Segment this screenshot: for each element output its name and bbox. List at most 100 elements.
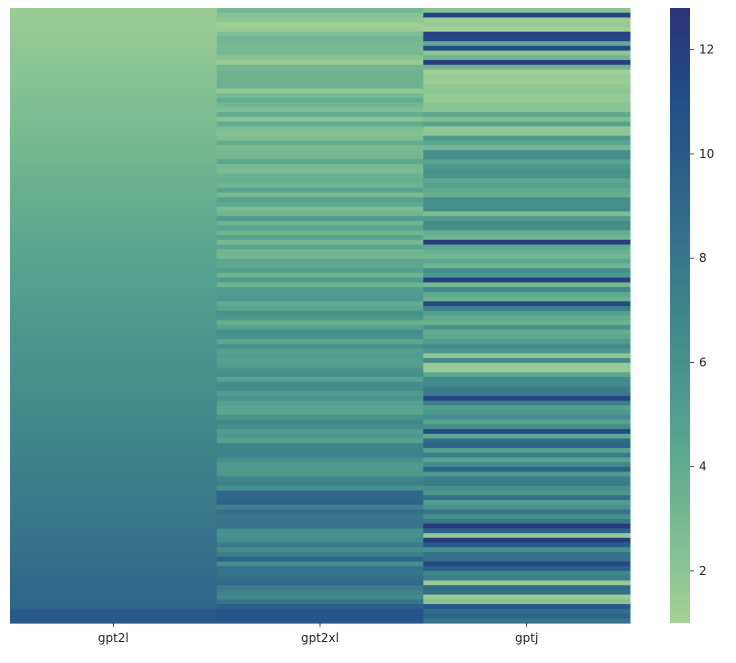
heatmap-cell [216,287,424,293]
heatmap-cell [10,272,218,279]
heatmap-cell [216,466,424,473]
heatmap-cell [423,377,631,383]
heatmap-cell [216,457,424,463]
heatmap-cell [216,613,424,619]
heatmap-cell [216,585,424,591]
heatmap-cell [216,533,424,539]
heatmap-cell [216,353,424,359]
heatmap-cell [423,277,631,283]
heatmap-cell [10,112,218,118]
heatmap-cell [216,410,424,416]
heatmap-cell [423,471,631,477]
heatmap-cell [423,287,631,293]
heatmap-cell [10,45,218,52]
heatmap-cell [423,121,631,127]
heatmap-cell [216,235,424,241]
heatmap-cell [216,310,424,317]
colorbar-tick-label: 2 [699,564,707,578]
heatmap-cell [423,244,631,250]
heatmap-cell [216,400,424,406]
heatmap-cell [423,452,631,459]
heatmap-cell [423,78,631,85]
colorbar-tick-label: 10 [699,147,714,161]
heatmap-cell [423,343,631,350]
heatmap-cell [10,490,218,496]
heatmap-cell [216,145,424,151]
x-axis: gpt2l gpt2xl gptj [98,623,538,645]
heatmap-cell [216,69,424,75]
heatmap-cell [10,149,218,156]
heatmap-cell [10,8,218,14]
heatmap-cell [216,277,424,283]
heatmap-cell [216,589,424,596]
heatmap-cell [10,414,218,421]
heatmap-cell [423,490,631,496]
heatmap-cell [216,26,424,33]
heatmap-cell [10,476,218,482]
heatmap-cell [216,268,424,274]
heatmap-cell [423,514,631,520]
heatmap-cell [10,287,218,293]
heatmap-cell [423,183,631,189]
heatmap-cell [10,485,218,492]
heatmap-cell [216,131,424,137]
heatmap-cell [216,476,424,482]
heatmap-cell [216,41,424,47]
heatmap-cell [423,17,631,23]
heatmap-cell [216,561,424,567]
heatmap-cell [10,69,218,75]
heatmap-cell [423,509,631,515]
heatmap-cell [216,490,424,496]
heatmap-cell [216,36,424,42]
heatmap-cell [423,443,631,449]
heatmap-cell [216,306,424,312]
heatmap-cell [423,230,631,236]
heatmap-cell [10,343,218,350]
heatmap-cell [216,135,424,142]
heatmap-cell [216,31,424,37]
heatmap-cell [10,518,218,525]
heatmap-cell [423,126,631,132]
heatmap-cell [10,537,218,544]
heatmap-cell [216,386,424,392]
heatmap-cell [10,348,218,354]
heatmap-cell [10,353,218,359]
heatmap-cell [423,31,631,37]
heatmap-cell [423,457,631,463]
heatmap-cell [423,462,631,468]
heatmap-cell [10,320,218,326]
heatmap-cell [10,135,218,142]
heatmap-cell [10,220,218,227]
heatmap-cell [423,485,631,492]
heatmap-cell [10,173,218,179]
heatmap-cell [10,192,218,198]
heatmap-cell [10,102,218,108]
heatmap-cell [216,258,424,265]
heatmap-cell [216,381,424,388]
heatmap-cell [423,45,631,52]
heatmap-cell [216,173,424,179]
heatmap-cell [423,69,631,75]
heatmap-cell [10,585,218,591]
heatmap-cell [423,547,631,553]
heatmap-cell [10,438,218,444]
heatmap-cell [216,329,424,336]
heatmap-cell [10,433,218,440]
heatmap-cell [423,249,631,255]
heatmap-cell [10,235,218,241]
heatmap-cell [10,566,218,572]
heatmap-cell [10,230,218,236]
heatmap-cell [423,518,631,525]
heatmap-cell [216,239,424,246]
heatmap-cell [423,268,631,274]
heatmap-cell [423,88,631,94]
heatmap-cell [423,154,631,160]
x-tick-label: gpt2xl [301,631,339,645]
heatmap-cell [10,533,218,539]
heatmap-cell [10,154,218,160]
heatmap-cell [423,348,631,354]
heatmap-cell [10,381,218,388]
heatmap-cell [216,291,424,298]
heatmap-cell [10,310,218,317]
